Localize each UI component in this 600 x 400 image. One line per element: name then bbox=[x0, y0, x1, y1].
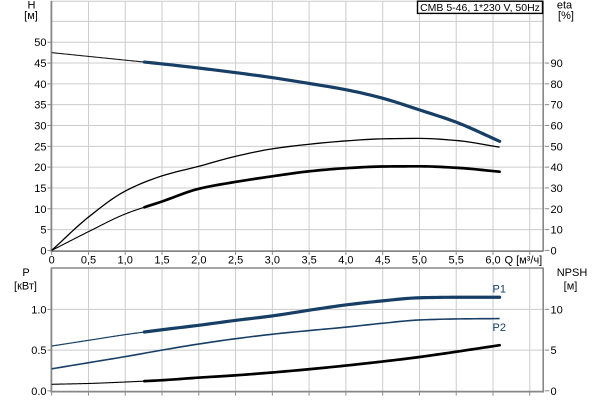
svg-text:2,5: 2,5 bbox=[228, 255, 243, 267]
svg-text:15: 15 bbox=[34, 183, 46, 195]
svg-text:40: 40 bbox=[34, 79, 46, 91]
svg-text:P1: P1 bbox=[493, 284, 506, 296]
svg-text:60: 60 bbox=[551, 121, 563, 133]
svg-text:35: 35 bbox=[34, 100, 46, 112]
svg-text:10: 10 bbox=[551, 225, 563, 237]
svg-text:40: 40 bbox=[551, 162, 563, 174]
svg-text:Q [м³/ч]: Q [м³/ч] bbox=[505, 255, 543, 267]
svg-text:CMB 5-46, 1*230 V, 50Hz: CMB 5-46, 1*230 V, 50Hz bbox=[420, 2, 540, 14]
svg-text:H: H bbox=[28, 0, 36, 12]
svg-text:0: 0 bbox=[40, 245, 46, 257]
svg-text:20: 20 bbox=[34, 162, 46, 174]
svg-text:25: 25 bbox=[34, 141, 46, 153]
svg-text:5,5: 5,5 bbox=[449, 255, 464, 267]
svg-text:0.5: 0.5 bbox=[31, 345, 46, 357]
svg-text:4,0: 4,0 bbox=[338, 255, 353, 267]
svg-text:6,0: 6,0 bbox=[485, 255, 500, 267]
svg-text:0: 0 bbox=[49, 255, 55, 267]
svg-text:50: 50 bbox=[551, 141, 563, 153]
svg-text:1,5: 1,5 bbox=[154, 255, 169, 267]
svg-text:50: 50 bbox=[34, 37, 46, 49]
svg-text:eta: eta bbox=[557, 0, 573, 12]
svg-text:[кВт]: [кВт] bbox=[14, 280, 37, 292]
svg-text:P: P bbox=[22, 267, 29, 279]
svg-text:5: 5 bbox=[551, 345, 557, 357]
svg-text:0: 0 bbox=[551, 386, 557, 398]
svg-text:4,5: 4,5 bbox=[375, 255, 390, 267]
svg-text:2,0: 2,0 bbox=[191, 255, 206, 267]
svg-text:P2: P2 bbox=[493, 322, 506, 334]
svg-text:3,0: 3,0 bbox=[265, 255, 280, 267]
svg-text:5: 5 bbox=[40, 225, 46, 237]
svg-text:3,5: 3,5 bbox=[301, 255, 316, 267]
svg-text:NPSH: NPSH bbox=[557, 267, 588, 279]
svg-text:1,0: 1,0 bbox=[118, 255, 133, 267]
svg-text:70: 70 bbox=[551, 100, 563, 112]
svg-text:10: 10 bbox=[34, 204, 46, 216]
svg-text:20: 20 bbox=[551, 204, 563, 216]
svg-text:30: 30 bbox=[551, 183, 563, 195]
svg-text:[%]: [%] bbox=[558, 10, 574, 22]
svg-text:0,5: 0,5 bbox=[81, 255, 96, 267]
svg-text:[м]: [м] bbox=[24, 10, 38, 22]
svg-text:80: 80 bbox=[551, 79, 563, 91]
svg-text:45: 45 bbox=[34, 58, 46, 70]
svg-text:0.0: 0.0 bbox=[31, 386, 46, 398]
svg-text:0: 0 bbox=[551, 245, 557, 257]
svg-text:10: 10 bbox=[551, 304, 563, 316]
svg-text:90: 90 bbox=[551, 58, 563, 70]
svg-text:[м]: [м] bbox=[564, 280, 578, 292]
svg-text:5,0: 5,0 bbox=[412, 255, 427, 267]
svg-text:1.0: 1.0 bbox=[31, 304, 46, 316]
svg-text:30: 30 bbox=[34, 121, 46, 133]
